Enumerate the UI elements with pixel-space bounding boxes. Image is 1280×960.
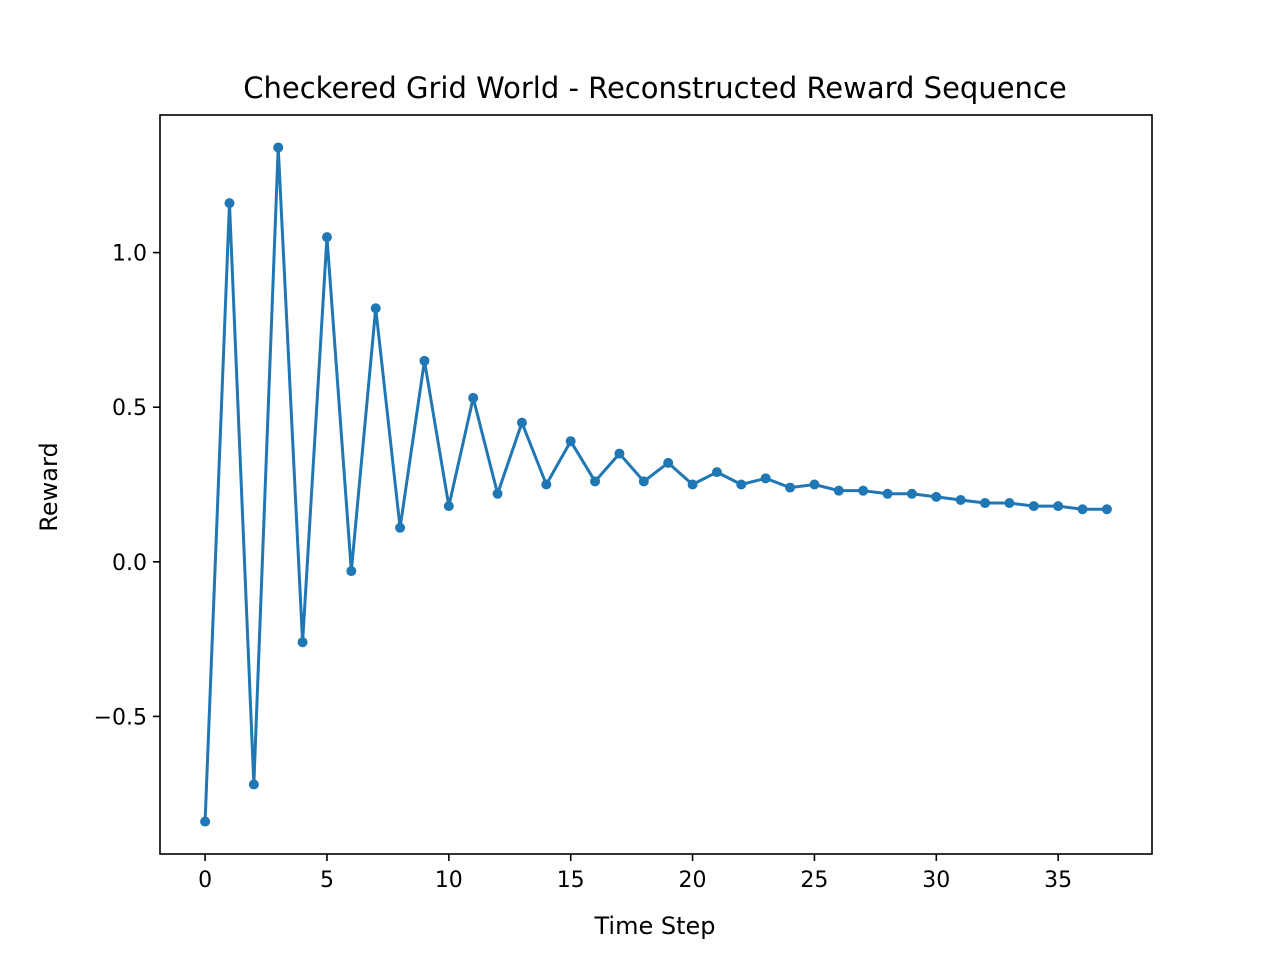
data-point-37: [1101, 504, 1112, 515]
chart-title: Checkered Grid World - Reconstructed Rew…: [243, 71, 1066, 105]
data-point-16: [590, 476, 601, 487]
data-point-1: [224, 198, 235, 209]
series-line-0: [203, 145, 1107, 822]
data-point-15: [565, 436, 576, 447]
data-point-32: [980, 498, 991, 509]
data-point-9: [419, 355, 430, 366]
data-point-34: [1028, 501, 1039, 512]
data-point-3: [273, 142, 284, 153]
axes-layer: 0 5 10 15 20 25 30 35 −0.5 0.0 0.5 1.0: [94, 114, 1153, 893]
y-tick-label: 1.0: [112, 242, 147, 267]
data-point-5: [321, 232, 332, 243]
data-point-22: [736, 479, 747, 490]
data-point-30: [931, 491, 942, 502]
data-point-21: [711, 467, 722, 478]
y-tick-label: −0.5: [94, 705, 147, 730]
data-point-29: [906, 488, 917, 499]
data-point-23: [760, 473, 771, 484]
data-point-25: [809, 479, 820, 490]
data-point-19: [663, 457, 674, 468]
x-axis-label: Time Step: [593, 912, 715, 940]
x-tick-label: 30: [922, 868, 950, 893]
data-point-24: [785, 482, 796, 493]
x-tick-label: 20: [679, 868, 707, 893]
data-point-33: [1004, 498, 1015, 509]
data-point-17: [614, 448, 625, 459]
data-point-7: [370, 303, 381, 314]
x-tick-label: 5: [320, 868, 334, 893]
series-layer: [200, 142, 1112, 827]
data-point-10: [443, 501, 454, 512]
data-point-11: [468, 392, 479, 403]
data-point-28: [882, 488, 893, 499]
plot-frame: [159, 114, 1153, 855]
y-tick-label: 0.0: [112, 551, 147, 576]
x-tick-label: 0: [198, 868, 212, 893]
data-point-8: [395, 522, 406, 533]
data-point-27: [858, 485, 869, 496]
data-point-26: [833, 485, 844, 496]
data-point-12: [492, 488, 503, 499]
y-axis-label: Reward: [35, 442, 63, 531]
data-point-18: [638, 476, 649, 487]
x-tick-label: 25: [800, 868, 828, 893]
data-point-20: [687, 479, 698, 490]
data-point-0: [200, 816, 211, 827]
data-point-6: [346, 566, 357, 577]
data-point-2: [248, 779, 259, 790]
y-tick-label: 0.5: [112, 396, 147, 421]
x-tick-label: 15: [557, 868, 585, 893]
x-tick-label: 10: [435, 868, 463, 893]
data-point-36: [1077, 504, 1088, 515]
data-point-14: [541, 479, 552, 490]
data-point-13: [516, 417, 527, 428]
data-point-4: [297, 637, 308, 648]
data-point-35: [1053, 501, 1064, 512]
x-tick-label: 35: [1044, 868, 1072, 893]
data-point-31: [955, 494, 966, 505]
